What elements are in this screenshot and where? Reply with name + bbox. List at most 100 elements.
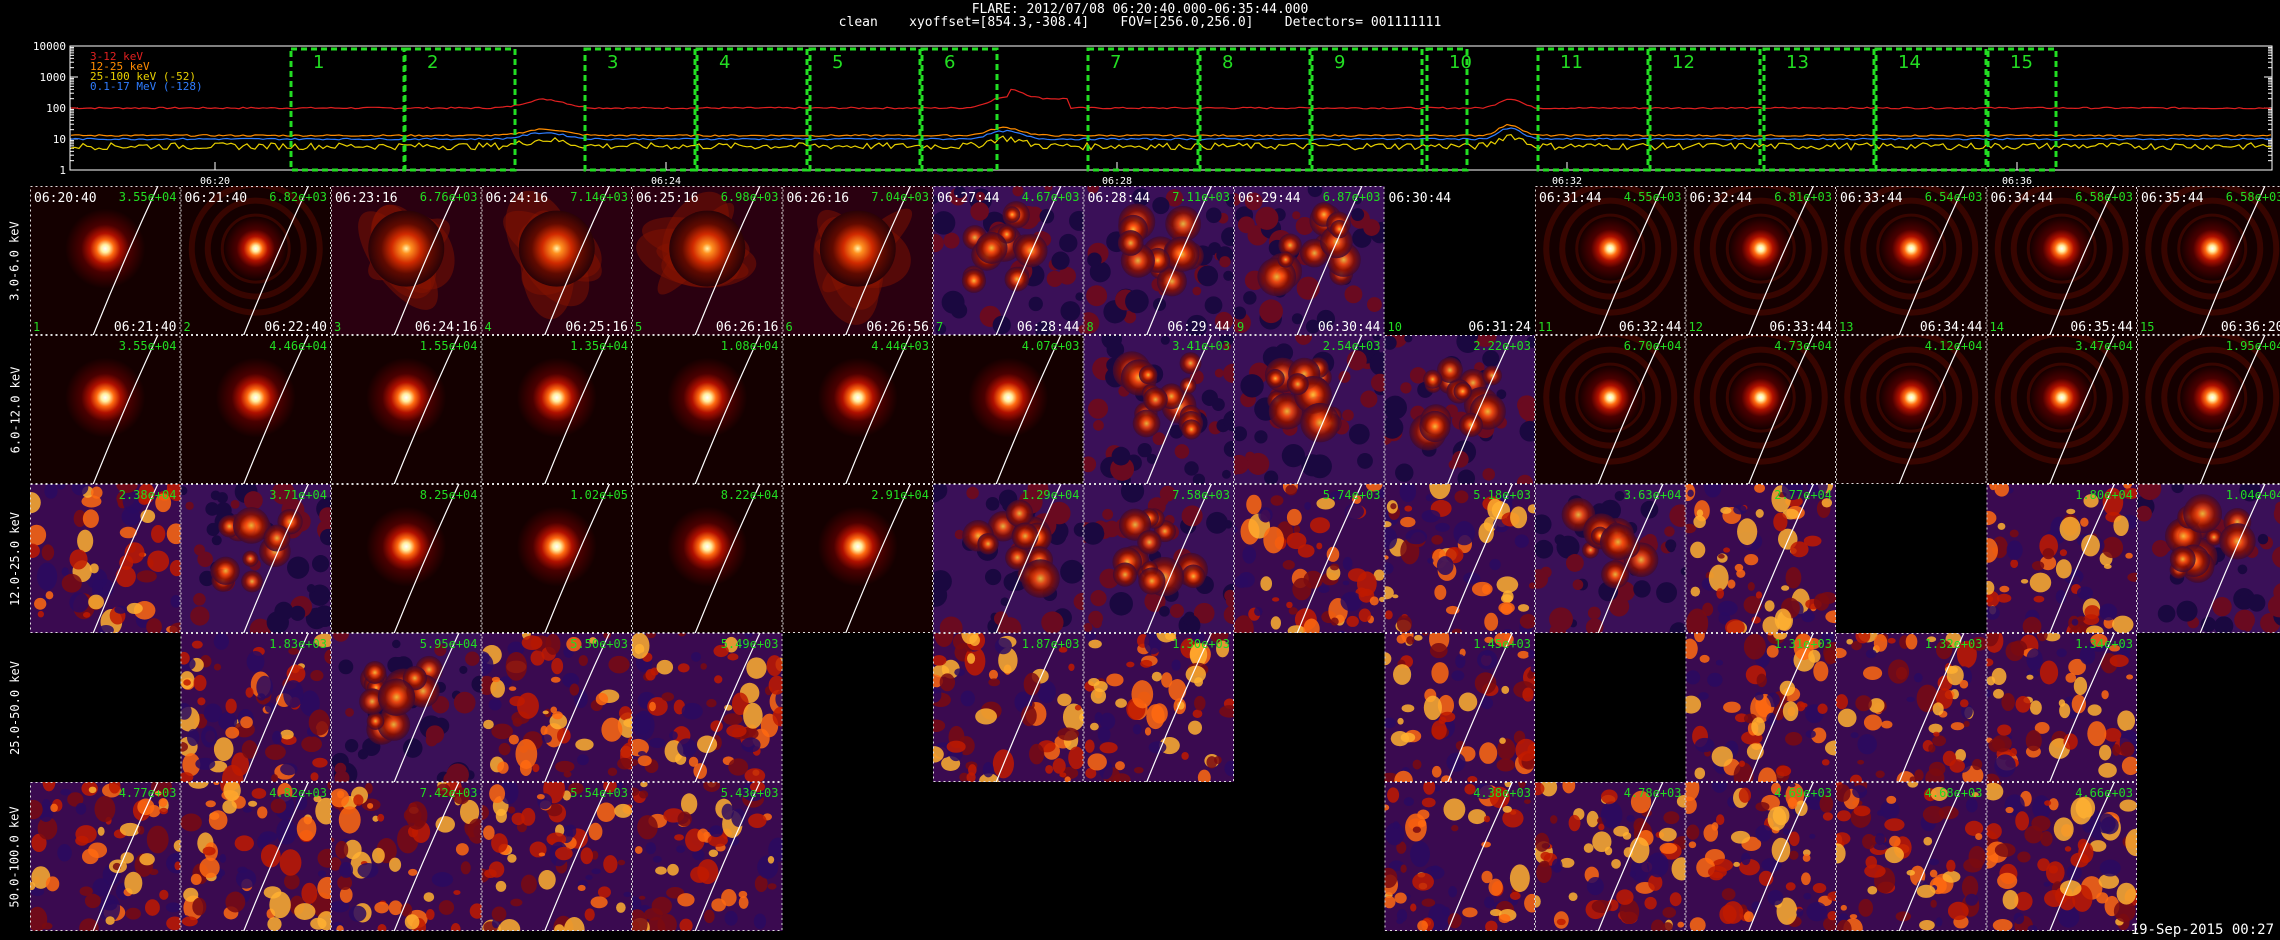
panel-end-time: 06:31:24 — [1468, 320, 1531, 335]
image-panel: 7.42e+03 — [331, 782, 482, 931]
panel-frame — [1384, 484, 1535, 633]
solar-limb — [393, 782, 460, 931]
solar-limb — [1447, 633, 1513, 782]
panel-max-value: 1.02e+05 — [570, 488, 628, 502]
panel-frame — [632, 484, 783, 633]
panel-start-time: 06:28:44 — [1088, 191, 1151, 206]
panel-max-value: 4.82e+03 — [269, 786, 327, 800]
panel-max-value: 6.76e+03 — [420, 190, 478, 204]
panel-frame — [1083, 186, 1234, 335]
image-panel: 4.46e+04 — [180, 335, 331, 484]
interval-label: 13 — [1786, 52, 1809, 73]
panel-interval-number: 13 — [1839, 320, 1853, 334]
interval-box — [1986, 47, 2058, 172]
panel-interval-number: 3 — [334, 320, 341, 334]
panel-frame — [481, 633, 632, 782]
image-panel: 2.22e+03 — [1384, 335, 1535, 484]
image-panel: 5.50e+03 — [481, 633, 632, 782]
solar-limb — [1748, 484, 1814, 633]
interval-label: 15 — [2010, 52, 2033, 73]
panel-frame — [30, 484, 181, 633]
image-panel: 2.54e+03 — [1234, 335, 1385, 484]
panel-max-value: 4.07e+03 — [1022, 339, 1080, 353]
panel-frame — [180, 782, 331, 931]
panel-frame — [1836, 633, 1987, 782]
image-panel: 4.07e+03 — [933, 335, 1084, 484]
solar-limb — [1447, 484, 1513, 633]
interval-box — [808, 47, 922, 172]
panel-max-value: 7.58e+03 — [1172, 488, 1230, 502]
solar-limb — [2049, 484, 2115, 633]
image-panel: 6.58e+03 06:34:44 06:35:44 14 — [1986, 186, 2137, 335]
panel-start-time: 06:21:40 — [185, 191, 248, 206]
lightcurve-series — [70, 88, 2272, 110]
panel-frame — [2137, 335, 2280, 484]
image-panel: 4.77e+03 — [30, 782, 181, 931]
solar-limb — [92, 782, 159, 931]
panel-start-time: 06:35:44 — [2141, 191, 2204, 206]
panel-frame — [632, 186, 783, 335]
panel-frame — [1836, 782, 1987, 931]
panel-frame — [1234, 335, 1385, 484]
image-panel: 4.69e+03 — [1685, 782, 1836, 931]
image-panel: 1.04e+04 — [2137, 484, 2280, 633]
panel-max-value: 6.58e+03 — [2226, 190, 2280, 204]
image-panel: 4.55e+03 06:31:44 06:32:44 11 — [1535, 186, 1686, 335]
solar-limb — [92, 186, 159, 335]
image-panel: 3.55e+04 — [30, 335, 181, 484]
solar-limb — [845, 186, 911, 335]
solar-limb — [243, 782, 309, 931]
energy-band-text: 50.0-100.0 keV — [8, 805, 22, 908]
panel-max-value: 5.95e+04 — [420, 637, 478, 651]
solar-limb — [995, 633, 1062, 782]
image-panel: 4.78e+03 — [1535, 782, 1686, 931]
image-panel: 4.38e+03 — [1384, 782, 1535, 931]
panel-max-value: 4.66e+03 — [2075, 786, 2133, 800]
solar-limb — [845, 335, 911, 484]
panel-end-time: 06:25:16 — [565, 320, 628, 335]
image-panel: 2.38e+04 — [30, 484, 181, 633]
panel-frame — [1685, 782, 1836, 931]
panel-max-value: 1.83e+03 — [269, 637, 327, 651]
panel-frame — [481, 186, 632, 335]
solar-limb — [1597, 782, 1664, 931]
panel-frame — [632, 335, 783, 484]
x-tick-label: 06:32 — [1552, 176, 1582, 187]
panel-frame — [1234, 186, 1385, 335]
image-panel: 4.44e+03 — [782, 335, 933, 484]
panel-frame — [180, 484, 331, 633]
x-tick-label: 06:28 — [1102, 176, 1132, 187]
solar-limb — [1296, 484, 1363, 633]
panel-end-time: 06:21:40 — [114, 320, 177, 335]
panel-max-value: 2.38e+04 — [119, 488, 177, 502]
interval-label: 3 — [607, 52, 618, 73]
panel-frame — [1384, 782, 1535, 931]
interval-label: 11 — [1560, 52, 1583, 73]
solar-limb — [1898, 186, 1965, 335]
image-panel: 6.70e+04 — [1535, 335, 1686, 484]
panel-frame — [782, 186, 933, 335]
image-panel: 7.11e+03 06:28:44 06:29:44 8 — [1083, 186, 1234, 335]
panel-frame — [1083, 484, 1234, 633]
solar-limb — [2199, 186, 2266, 335]
lightcurve-series — [70, 123, 2272, 137]
panel-frame — [1836, 186, 1987, 335]
solar-limb — [393, 186, 460, 335]
panel-end-time: 06:32:44 — [1619, 320, 1682, 335]
image-panel: 4.82e+03 — [180, 782, 331, 931]
panel-interval-number: 5 — [635, 320, 642, 334]
panel-frame — [632, 633, 783, 782]
image-panel: 4.67e+03 06:27:44 06:28:44 7 — [933, 186, 1084, 335]
y-tick-label: 10000 — [33, 40, 66, 53]
y-tick-label: 1000 — [40, 71, 67, 84]
x-tick-label: 06:24 — [651, 176, 681, 187]
image-panel: 1.31e+03 — [1685, 633, 1836, 782]
image-panel: 3.55e+04 06:20:40 06:21:40 1 — [30, 186, 181, 335]
panel-frame — [632, 782, 783, 931]
interval-label: 4 — [719, 52, 730, 73]
solar-limb — [694, 633, 761, 782]
image-panel: 6.81e+03 06:32:44 06:33:44 12 — [1685, 186, 1836, 335]
image-panel: 1.80e+04 — [1986, 484, 2137, 633]
interval-box — [1086, 47, 1200, 172]
panel-end-time: 06:36:20 — [2221, 320, 2280, 335]
